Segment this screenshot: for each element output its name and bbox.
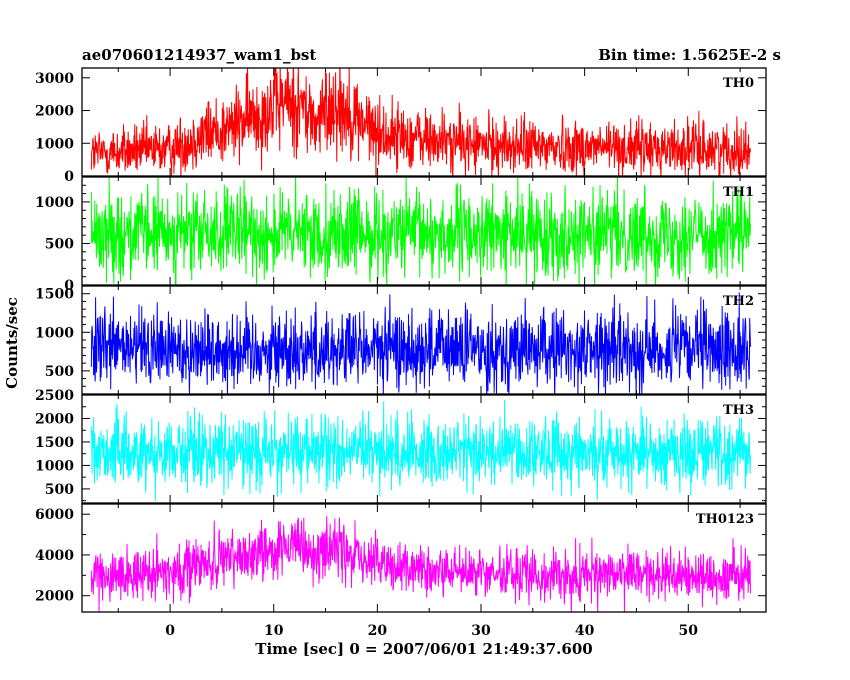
panel-th1: 0 500 1000 TH1 — [35, 176, 767, 294]
x-tick-label: 20 — [368, 623, 388, 639]
panel-label-th0: TH0 — [723, 76, 754, 91]
y-tick-label: 500 — [45, 482, 74, 498]
y-tick-label: 3000 — [35, 71, 74, 87]
x-tick-label: 40 — [575, 623, 595, 639]
y-tick-label: 4000 — [35, 548, 74, 564]
y-tick-label: 2000 — [35, 589, 74, 605]
x-tick-label: 50 — [679, 623, 699, 639]
panel-th0: 0 1000 2000 3000 TH0 — [35, 67, 767, 185]
y-tick-label: 1000 — [35, 458, 74, 474]
series-line-th1 — [90, 177, 751, 285]
x-axis-label: Time [sec] 0 = 2007/06/01 21:49:37.600 — [255, 640, 592, 658]
y-tick-label: 1500 — [35, 287, 74, 303]
panel-th0123: 2000 4000 6000 TH0123 — [35, 503, 767, 613]
x-tick-label: 30 — [471, 623, 491, 639]
panel-th3: 500 1000 1500 2000 2500 TH3 — [35, 388, 767, 504]
panel-frame — [81, 176, 767, 286]
panel-th2: 500 1000 1500 TH2 — [35, 285, 767, 395]
panel-label-th0123: TH0123 — [696, 512, 754, 527]
y-tick-label: 2000 — [35, 104, 74, 120]
series-line-th0123 — [90, 516, 751, 612]
x-tick-label: 0 — [165, 623, 175, 639]
y-tick-label: 0 — [64, 169, 74, 185]
bin-time-label: Bin time: 1.5625E-2 s — [598, 46, 781, 64]
y-tick-label: 1500 — [35, 435, 74, 451]
panel-label-th3: TH3 — [723, 403, 754, 418]
y-tick-label: 1000 — [35, 136, 74, 152]
chart-title: ae070601214937_wam1_bst — [82, 46, 316, 64]
y-tick-label: 500 — [45, 236, 74, 252]
panel-frame — [81, 394, 767, 504]
y-axis-label: Counts/sec — [3, 297, 21, 389]
y-tick-label: 500 — [45, 364, 74, 380]
y-tick-label: 1000 — [35, 325, 74, 341]
series-line-th2 — [90, 292, 751, 394]
y-tick-label: 6000 — [35, 507, 74, 523]
series-line-th3 — [90, 399, 751, 502]
x-tick-label: 10 — [264, 623, 284, 639]
y-tick-label: 0 — [64, 278, 74, 294]
y-tick-label: 2000 — [35, 411, 74, 427]
panel-frame — [81, 503, 767, 613]
y-tick-label: 1000 — [35, 195, 74, 211]
panel-label-th2: TH2 — [723, 294, 754, 309]
panel-frame — [81, 67, 767, 177]
y-tick-label: 2500 — [35, 388, 74, 404]
series-line-th0 — [90, 68, 751, 176]
panel-label-th1: TH1 — [723, 185, 754, 200]
